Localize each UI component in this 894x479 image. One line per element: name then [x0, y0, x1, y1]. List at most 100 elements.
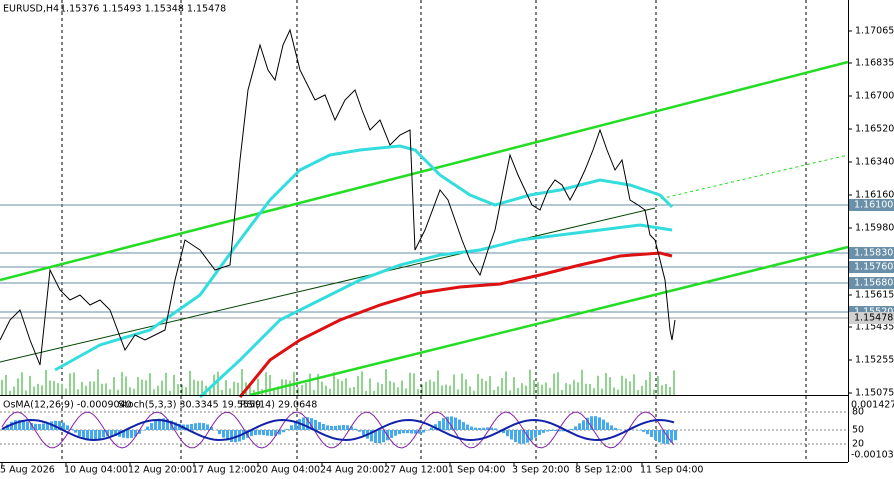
time-label: 10 Aug 04:00 [64, 465, 128, 476]
osma-bar [406, 430, 409, 434]
osma-bar [538, 430, 541, 436]
osma-bar [86, 430, 89, 441]
osma-bar [362, 430, 365, 436]
osma-bar [102, 430, 105, 438]
osma-bar [290, 425, 293, 430]
ohlc: 1.15376 1.15493 1.15348 1.15478 [60, 4, 226, 15]
osma-bar [162, 418, 165, 430]
indicator-axis-label: 20 [852, 439, 864, 450]
osma-bar [26, 421, 29, 430]
osma-bar [486, 427, 489, 430]
osma-bar [382, 430, 385, 443]
osma-bar [474, 427, 477, 430]
indicator-axis-label: 0.0014273 [851, 400, 894, 411]
osma-bar [478, 427, 481, 430]
osma-bar [574, 426, 577, 430]
time-label: 12 Aug 20:00 [128, 465, 192, 476]
osma-bar [222, 430, 225, 438]
osma-bar [166, 419, 169, 430]
osma-bar [246, 430, 249, 438]
osma-bar [282, 430, 285, 433]
osma-bar [318, 422, 321, 430]
time-label: 5 Aug 2026 [0, 465, 55, 476]
osma-bar [210, 426, 213, 430]
osma-bar [414, 430, 417, 434]
price-label: 1.16520 [855, 124, 894, 135]
symbol: EURUSD,H4 [3, 4, 59, 15]
osma-bar [190, 424, 193, 430]
osma-bar [642, 430, 645, 432]
osma-bar [410, 430, 413, 434]
osma-bar [62, 422, 65, 430]
osma-bar [94, 430, 97, 441]
price-marker-label: 1.15478 [854, 313, 893, 324]
osma-bar [494, 428, 497, 430]
price-marker [849, 312, 894, 324]
osma-bar [106, 430, 109, 437]
osma-bar [82, 430, 85, 439]
osma-bar [462, 422, 465, 430]
osma-bar [322, 424, 325, 430]
osma-bar [514, 430, 517, 443]
price-marker-label: 1.16100 [854, 200, 893, 211]
osma-bar [134, 430, 137, 437]
osma-bar [338, 425, 341, 430]
osma-bar [582, 420, 585, 430]
osma-bar [374, 430, 377, 443]
osma-bar [662, 430, 665, 444]
osma-bar [122, 430, 125, 438]
osma-bar [326, 425, 329, 430]
osma-bar [298, 419, 301, 430]
osma-bar [466, 424, 469, 430]
price-marker [849, 277, 894, 289]
price-label: 1.15435 [855, 322, 894, 333]
time-label: 3 Sep 20:00 [512, 465, 569, 476]
indicator-axis-label: -0.001032 [851, 450, 894, 461]
osma-bar [422, 430, 425, 433]
osma-bar [346, 425, 349, 430]
price-label: 1.15615 [855, 290, 894, 301]
time-label: 11 Sep 04:00 [640, 465, 703, 476]
osma-bar [38, 423, 41, 430]
osma-bar [646, 430, 649, 435]
osma-bar [350, 426, 353, 430]
osma-bar [674, 430, 677, 441]
osma-bar [342, 425, 345, 430]
osma-bar [178, 423, 181, 430]
time-label: 8 Sep 12:00 [575, 465, 632, 476]
osma-bar [490, 427, 493, 430]
osma-label: OsMA(12,26,9) -0.0009040 [3, 400, 132, 411]
osma-bar [230, 430, 233, 442]
osma-bar [430, 427, 433, 430]
volume [1, 369, 675, 395]
osma-bar [66, 425, 69, 430]
osma-bar [654, 430, 657, 440]
osma-bar [442, 418, 445, 430]
osma-bar [358, 430, 361, 432]
osma-bar [126, 430, 129, 439]
osma-bar [306, 417, 309, 430]
osma-bar [310, 418, 313, 430]
price-marker-label: 1.15760 [854, 262, 893, 273]
osma-bar [150, 423, 153, 430]
price-marker-label: 1.15830 [854, 248, 893, 259]
osma-bar [314, 419, 317, 430]
oscillator-lines [1, 411, 675, 449]
osma-bar [254, 430, 257, 436]
osma-bar [110, 430, 113, 436]
osma-bar [186, 424, 189, 430]
osma-bar [554, 430, 557, 432]
osma-bar [426, 430, 429, 431]
osma-bar [334, 425, 337, 430]
osma-bar [534, 430, 537, 438]
osma-bar [22, 420, 25, 430]
osma-bar [594, 416, 597, 430]
osma-bar [402, 430, 405, 434]
axis-line [848, 0, 849, 462]
osma-bar [250, 430, 253, 437]
price-label: 1.15980 [855, 223, 894, 234]
osma-bar [330, 425, 333, 430]
osma-bar [158, 418, 161, 430]
osma-bar [562, 430, 565, 432]
osma-bar [294, 421, 297, 430]
